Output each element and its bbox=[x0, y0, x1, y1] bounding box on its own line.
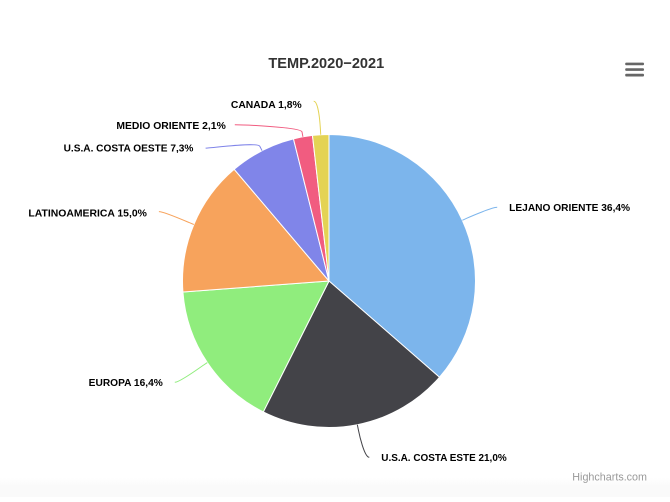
svg-text:U.S.A. COSTA ESTE 21,0%: U.S.A. COSTA ESTE 21,0% bbox=[381, 453, 506, 464]
svg-text:TEMP.2020−2021: TEMP.2020−2021 bbox=[268, 55, 384, 72]
svg-text:LEJANO ORIENTE 36,4%: LEJANO ORIENTE 36,4% bbox=[509, 203, 630, 214]
svg-text:LATINOAMERICA 15,0%: LATINOAMERICA 15,0% bbox=[28, 209, 147, 220]
svg-text:MEDIO ORIENTE 2,1%: MEDIO ORIENTE 2,1% bbox=[116, 121, 226, 132]
svg-text:Highcharts.com: Highcharts.com bbox=[572, 472, 647, 484]
svg-text:CANADA 1,8%: CANADA 1,8% bbox=[231, 100, 302, 111]
svg-text:EUROPA 16,4%: EUROPA 16,4% bbox=[89, 378, 163, 389]
svg-text:U.S.A. COSTA OESTE 7,3%: U.S.A. COSTA OESTE 7,3% bbox=[64, 144, 194, 155]
